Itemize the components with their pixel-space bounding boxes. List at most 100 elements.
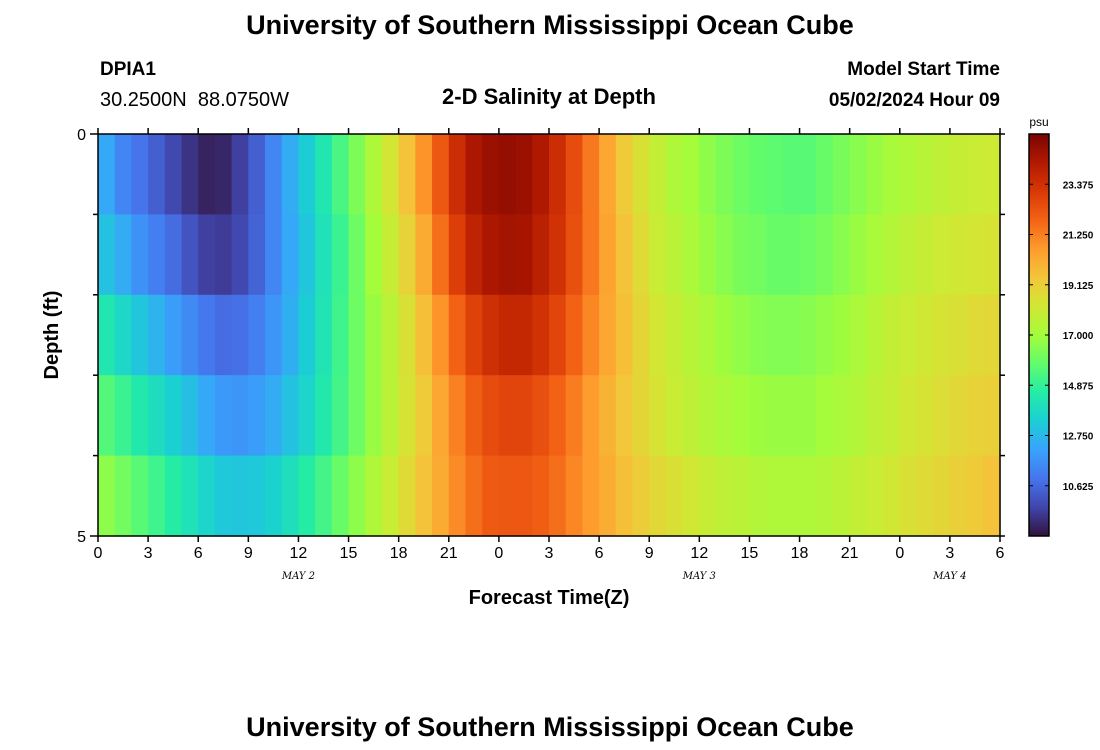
heatmap-cell [949,375,968,457]
y-axis-label: Depth (ft) [41,291,63,380]
heatmap-cell [164,294,183,376]
heatmap-cell [432,455,450,537]
heatmap-cell [799,214,817,296]
heatmap-cell [649,375,667,457]
x-tick-label: 6 [595,545,604,562]
heatmap-cell [398,294,416,376]
heatmap-cell [131,214,149,296]
heatmap-cell [298,294,316,376]
heatmap-cell [98,214,116,296]
heatmap-cell [916,294,934,376]
model-start-time: 05/02/2024 Hour 09 [829,90,1000,111]
colorbar-tick-label: 10.625 [1063,482,1094,493]
heatmap-cell [966,134,984,215]
heatmap-cell [498,214,517,296]
chart-subtitle: 2-D Salinity at Depth [442,84,656,109]
heatmap-cell [665,134,684,215]
heatmap-cell [365,375,383,457]
heatmap-cell [248,375,266,457]
heatmap-cell [732,134,751,215]
heatmap-cell [983,214,1001,296]
heatmap-cell [114,455,132,537]
heatmap-cell [498,455,517,537]
heatmap-cell [933,134,951,215]
heatmap-cell [381,214,400,296]
heatmap-cell [749,214,767,296]
heatmap-cell [281,214,300,296]
heatmap-cell [214,294,233,376]
heatmap-cell [515,375,533,457]
heatmap-cell [465,455,483,537]
heatmap-cell [315,214,333,296]
heatmap-cell [231,214,249,296]
heatmap-cell [214,214,233,296]
x-tick-label: 6 [194,545,203,562]
heatmap-cell [682,214,700,296]
heatmap-cell [649,455,667,537]
heatmap-cell [164,214,183,296]
heatmap-cell [265,214,283,296]
heatmap-cell [281,134,300,215]
heatmap-cell [248,134,266,215]
x-tick-label: 21 [841,545,859,562]
heatmap-cell [699,294,717,376]
heatmap-cell [114,294,132,376]
heatmap-cell [565,455,583,537]
heatmap-cell [732,214,751,296]
heatmap-cell [866,294,884,376]
heatmap-cell [949,455,968,537]
heatmap-cell [615,455,634,537]
heatmap-cell [381,134,400,215]
heatmap-cell [331,294,350,376]
heatmap-cell [799,294,817,376]
heatmap-cell [198,375,216,457]
heatmap-cell [782,455,801,537]
heatmap-cell [498,375,517,457]
heatmap-cell [348,214,366,296]
heatmap-cell [632,294,650,376]
footer-title: University of Southern Mississippi Ocean… [246,712,854,742]
heatmap-cell [732,375,751,457]
heatmap-cell [98,375,116,457]
heatmap-cell [315,455,333,537]
heatmap-cell [565,294,583,376]
x-tick-label: 0 [94,545,103,562]
heatmap-cell [164,455,183,537]
colorbar-tick-label: 12.750 [1063,432,1094,443]
heatmap-cell [549,375,567,457]
heatmap-cell [933,455,951,537]
heatmap-cell [749,134,767,215]
heatmap-cell [632,134,650,215]
heatmap-cell [615,375,634,457]
heatmap-cell [448,455,467,537]
heatmap-cell [231,455,249,537]
heatmap-cell [766,134,784,215]
x-tick-label: 0 [895,545,904,562]
heatmap-cell [365,455,383,537]
heatmap-cell [615,134,634,215]
heatmap-cell [832,134,851,215]
x-axis-label: Forecast Time(Z) [469,587,630,609]
heatmap-cell [599,455,617,537]
heatmap-cell [331,455,350,537]
colorbar-unit: psu [1029,115,1048,129]
heatmap-cell [632,375,650,457]
heatmap-cell [866,214,884,296]
heatmap-cell [983,294,1001,376]
x-tick-label: 15 [741,545,759,562]
heatmap-cell [265,455,283,537]
heatmap-cell [883,455,901,537]
heatmap-cell [131,375,149,457]
heatmap-cell [816,375,834,457]
heatmap-cell [482,455,500,537]
x-tick-label: 21 [440,545,458,562]
heatmap-cell [465,375,483,457]
heatmap-cell [298,214,316,296]
heatmap-cell [716,294,734,376]
heatmap-cell [782,375,801,457]
heatmap-cell [615,214,634,296]
heatmap-cell [398,134,416,215]
colorbar-tick-label: 21.250 [1063,231,1094,242]
heatmap-cell [866,134,884,215]
x-tick-label: 0 [494,545,503,562]
